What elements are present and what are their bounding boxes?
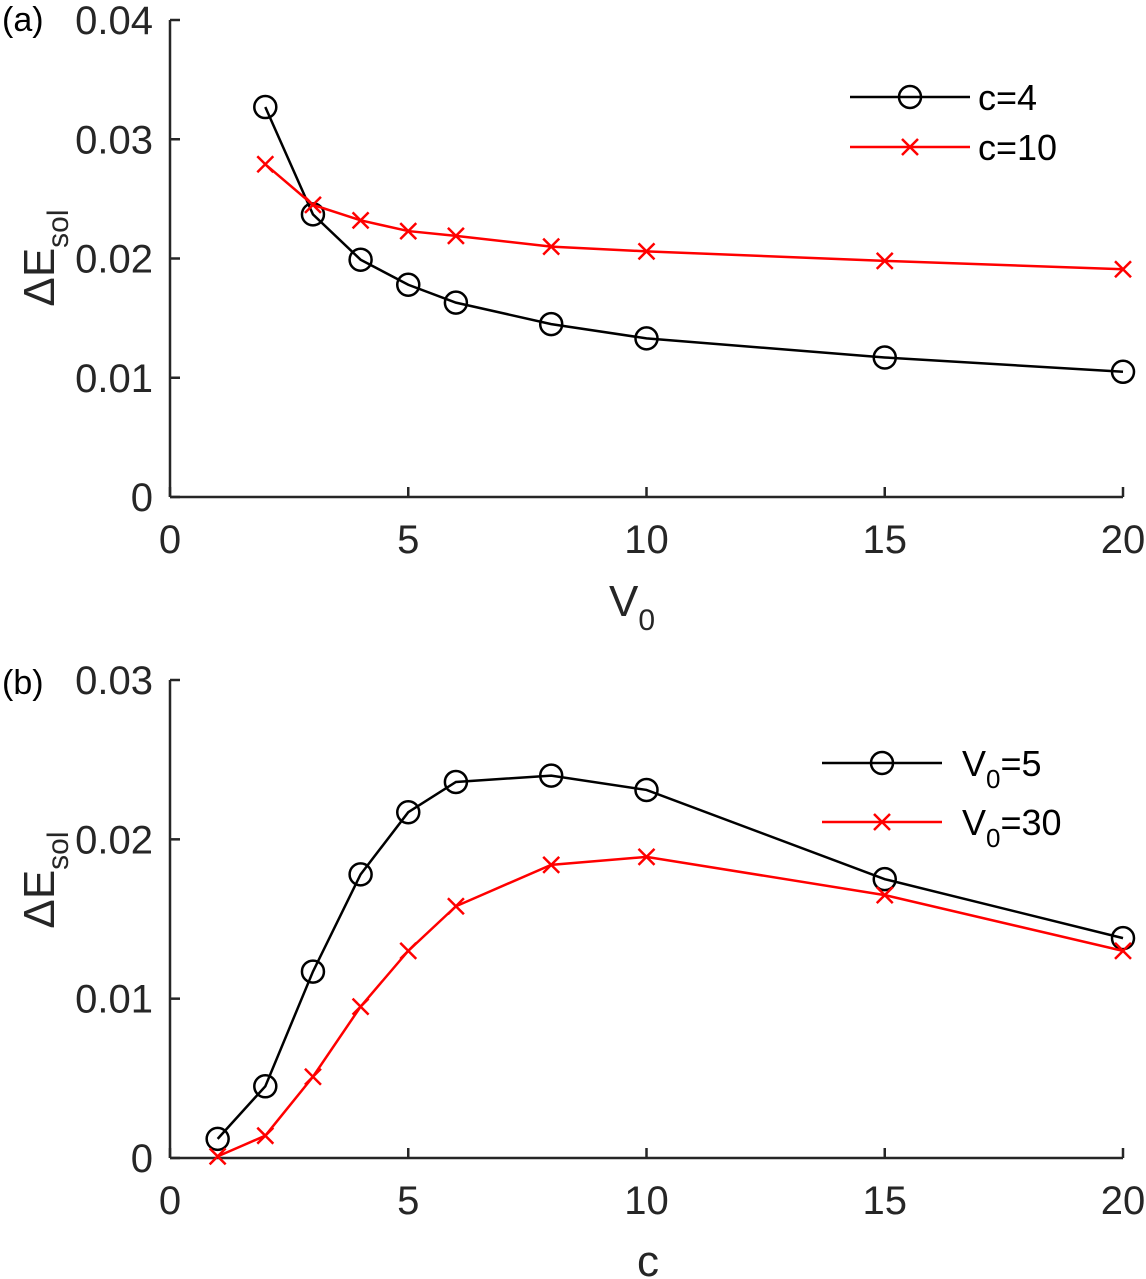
- y-axis-label-subscript: sol: [42, 831, 75, 869]
- data-point-cross: [304, 1067, 322, 1086]
- data-point-cross: [351, 997, 370, 1016]
- series-line: [264, 163, 1124, 271]
- data-point-cross: [1114, 941, 1132, 960]
- y-tick-label: 0: [131, 476, 153, 520]
- y-axis-label-main: ΔE: [15, 248, 64, 307]
- x-axis-label: c: [637, 1237, 659, 1279]
- y-tick-label: 0.01: [75, 978, 153, 1022]
- legend-entry: c=10: [850, 127, 1057, 168]
- data-point-cross: [542, 237, 561, 256]
- data-point-cross: [542, 855, 561, 874]
- data-point-cross: [399, 941, 418, 960]
- data-point-cross: [875, 252, 894, 270]
- legend-label-rest: =5: [1000, 743, 1041, 784]
- data-point-cross: [637, 242, 656, 261]
- x-axis-label-subscript: 0: [638, 604, 655, 637]
- x-axis-label-main: V: [609, 577, 639, 626]
- data-point-circle: [205, 1126, 230, 1152]
- y-tick-label: 0.04: [75, 0, 153, 43]
- data-point-cross: [447, 897, 465, 916]
- legend-label-main: V: [962, 743, 986, 784]
- series-c=4: [253, 94, 1136, 385]
- x-tick-label: 5: [397, 1179, 419, 1223]
- panel-label: (b): [2, 664, 44, 702]
- legend-marker-cross: [901, 138, 919, 156]
- legend-marker-cross: [873, 813, 891, 831]
- data-point-circle: [538, 763, 564, 788]
- data-point-cross: [351, 211, 370, 230]
- x-tick-label: 15: [863, 1179, 908, 1223]
- series-V0=30: [208, 847, 1132, 1166]
- y-tick-label: 0.02: [75, 238, 153, 282]
- y-axis-label-main: ΔE: [15, 870, 64, 929]
- series-line: [216, 774, 1124, 1140]
- series-line: [217, 855, 1124, 1158]
- x-tick-label: 0: [159, 518, 181, 562]
- panel-label: (a): [2, 1, 44, 39]
- legend-label: V0=5: [962, 743, 1042, 794]
- data-point-cross: [875, 886, 894, 904]
- data-point-circle: [634, 777, 659, 803]
- legend-label-subscript: 0: [986, 764, 1000, 794]
- x-tick-label: 20: [1101, 518, 1146, 562]
- series-V0=5: [205, 763, 1136, 1152]
- data-point-circle: [396, 272, 421, 297]
- legend-entry: V0=5: [822, 743, 1042, 794]
- legend-entry: c=4: [850, 77, 1037, 118]
- data-point-circle: [1110, 359, 1136, 385]
- data-point-cross: [256, 1126, 275, 1145]
- data-point-circle: [253, 1074, 278, 1099]
- data-point-circle: [300, 959, 326, 984]
- data-point-cross: [304, 195, 322, 214]
- data-point-circle: [348, 862, 373, 887]
- data-point-circle: [634, 326, 659, 351]
- data-point-circle: [348, 247, 373, 272]
- legend-entry: V0=30: [822, 802, 1062, 853]
- data-point-circle: [443, 290, 469, 315]
- legend-label: c=4: [978, 77, 1037, 118]
- data-point-circle: [253, 94, 278, 120]
- data-point-cross: [637, 847, 656, 866]
- legend-label: V0=30: [962, 802, 1062, 853]
- y-tick-label: 0.03: [75, 659, 153, 703]
- x-axis-label: V0: [609, 577, 655, 637]
- data-point-cross: [256, 155, 275, 174]
- x-tick-label: 10: [624, 1179, 669, 1223]
- legend-marker-circle: [869, 750, 895, 776]
- x-tick-label: 15: [863, 518, 908, 562]
- data-point-circle: [396, 799, 421, 825]
- data-point-cross: [447, 226, 465, 245]
- y-tick-label: 0.02: [75, 818, 153, 862]
- x-tick-label: 10: [624, 518, 669, 562]
- x-tick-label: 20: [1101, 1179, 1146, 1223]
- y-tick-label: 0.03: [75, 118, 153, 162]
- panel-a-chart: 0 5 10 15 2000.010.020.030.04(a)V0ΔEsolc=4c=…: [2, 0, 1145, 637]
- data-point-circle: [443, 769, 469, 795]
- legend-label: c=10: [978, 127, 1057, 168]
- series-c=10: [256, 155, 1132, 279]
- legend-label-main: c=4: [978, 77, 1037, 118]
- legend-marker-circle: [897, 84, 923, 110]
- data-point-cross: [399, 222, 418, 240]
- series-line: [264, 106, 1124, 374]
- x-tick-label: 5: [397, 518, 419, 562]
- legend-label-main: c=10: [978, 127, 1057, 168]
- y-axis-label-subscript: sol: [42, 209, 75, 247]
- data-point-cross: [1114, 260, 1132, 279]
- legend-label-rest: =30: [1000, 802, 1061, 843]
- data-point-cross: [208, 1147, 227, 1166]
- y-axis-label: ΔEsol: [15, 209, 75, 306]
- legend-label-main: V: [962, 802, 986, 843]
- y-axis-label: ΔEsol: [15, 831, 75, 928]
- data-point-circle: [872, 866, 897, 892]
- y-tick-label: 0: [131, 1137, 153, 1181]
- legend-label-subscript: 0: [986, 823, 1000, 853]
- data-point-circle: [538, 311, 564, 337]
- y-tick-label: 0.01: [75, 357, 153, 401]
- x-axis-label-main: c: [637, 1237, 659, 1279]
- x-tick-label: 0: [159, 1179, 181, 1223]
- data-point-circle: [872, 345, 897, 370]
